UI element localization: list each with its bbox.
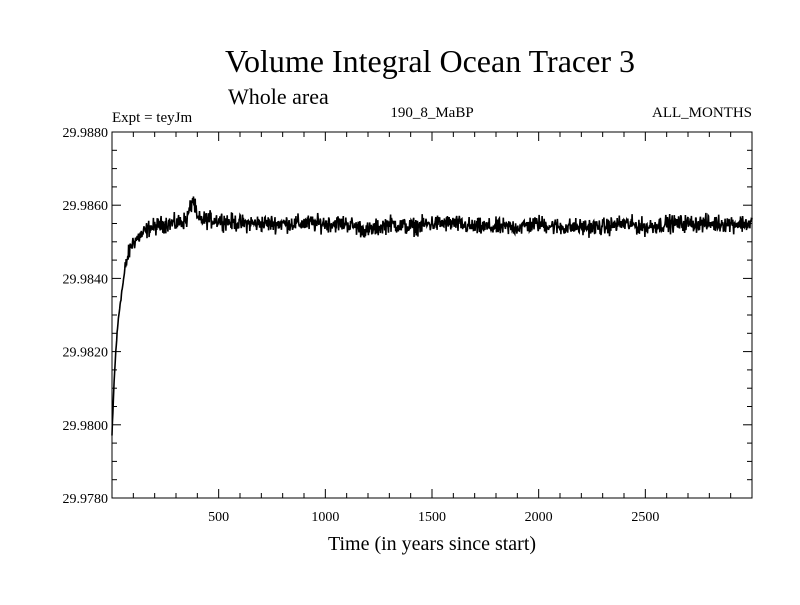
x-tick-label: 1000 — [311, 510, 339, 525]
x-axis-label: Time (in years since start) — [328, 533, 536, 555]
y-tick-label: 29.9800 — [63, 419, 109, 434]
x-tick-label: 500 — [208, 510, 229, 525]
period-label: 190_8_MaBP — [390, 105, 473, 121]
chart-subtitle: Whole area — [228, 84, 329, 109]
chart-title: Volume Integral Ocean Tracer 3 — [225, 43, 635, 79]
x-tick-label: 1500 — [418, 510, 446, 525]
months-label: ALL_MONTHS — [652, 105, 752, 121]
y-tick-label: 29.9780 — [63, 492, 109, 507]
y-tick-label: 29.9840 — [63, 272, 109, 287]
x-tick-label: 2000 — [525, 510, 553, 525]
experiment-label: Expt = teyJm — [112, 110, 192, 126]
series-line — [111, 196, 753, 436]
y-tick-labels: 29.9780 29.9800 29.9820 29.9840 29.9860 29.98… — [63, 126, 109, 507]
y-tick-label: 29.9860 — [63, 199, 109, 214]
y-tick-label: 29.9880 — [63, 126, 109, 141]
y-tick-label: 29.9820 — [63, 346, 109, 361]
plot-area — [111, 196, 753, 436]
x-tick-label: 2500 — [631, 510, 659, 525]
plot-frame — [111, 131, 753, 499]
x-tick-labels: 500 1000 1500 2000 2500 — [208, 510, 659, 525]
axis-ticks — [112, 132, 752, 498]
